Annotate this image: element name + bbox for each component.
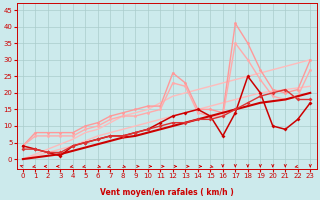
X-axis label: Vent moyen/en rafales ( km/h ): Vent moyen/en rafales ( km/h ): [100, 188, 234, 197]
